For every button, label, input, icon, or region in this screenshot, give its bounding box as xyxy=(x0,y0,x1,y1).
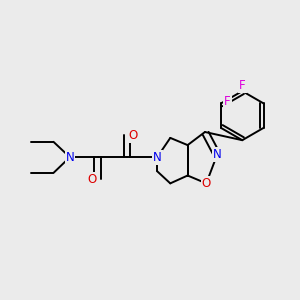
Text: O: O xyxy=(202,177,211,190)
Text: O: O xyxy=(87,173,96,186)
Text: O: O xyxy=(128,129,138,142)
Text: F: F xyxy=(239,79,246,92)
Text: N: N xyxy=(65,151,74,164)
Text: N: N xyxy=(153,151,162,164)
Text: F: F xyxy=(224,95,231,108)
Text: N: N xyxy=(213,148,221,161)
